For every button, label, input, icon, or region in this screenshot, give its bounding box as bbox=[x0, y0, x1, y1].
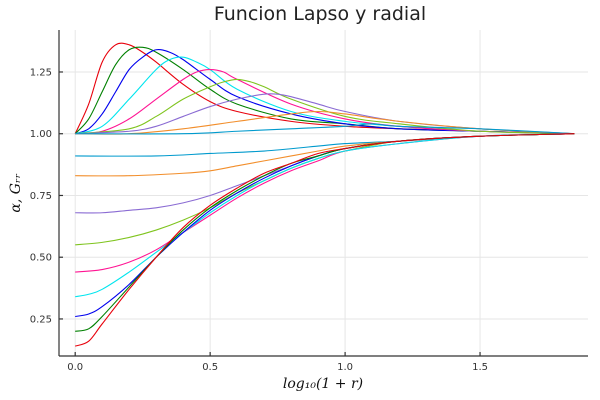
y-tick-label: 0.75 bbox=[30, 191, 52, 202]
y-tick-label: 1.00 bbox=[30, 129, 52, 140]
series-line-17 bbox=[75, 133, 575, 332]
axes bbox=[58, 30, 588, 357]
tick-labels: 0.0 0.5 1.0 1.5 0.25 0.50 0.75 1.00 1.25 bbox=[30, 67, 488, 373]
chart-title: Funcion Lapso y radial bbox=[214, 3, 426, 25]
y-axis-label: α, Gᵣᵣ bbox=[8, 173, 24, 212]
series-line-9 bbox=[75, 123, 575, 135]
y-tick-label: 0.25 bbox=[30, 314, 52, 325]
series-line-13 bbox=[75, 133, 575, 246]
series-line-10 bbox=[75, 133, 575, 157]
series-line-5 bbox=[75, 68, 575, 135]
series-line-6 bbox=[75, 78, 575, 135]
curves bbox=[74, 42, 575, 347]
x-tick-label: 0.0 bbox=[67, 362, 83, 373]
x-tick-label: 1.5 bbox=[472, 362, 488, 373]
grid bbox=[59, 30, 588, 356]
x-tick-label: 0.5 bbox=[202, 362, 218, 373]
y-tick-label: 0.50 bbox=[30, 253, 52, 264]
series-line-18 bbox=[75, 133, 575, 347]
x-axis-label: log₁₀(1 + r) bbox=[283, 376, 363, 392]
series-line-3 bbox=[74, 49, 575, 135]
series-line-14 bbox=[75, 133, 575, 273]
series-line-8 bbox=[75, 110, 575, 135]
y-tick-label: 1.25 bbox=[30, 67, 52, 78]
series-line-15 bbox=[75, 133, 575, 298]
x-tick-label: 1.0 bbox=[337, 362, 353, 373]
series-line-16 bbox=[75, 133, 575, 318]
series-line-11 bbox=[75, 133, 575, 177]
